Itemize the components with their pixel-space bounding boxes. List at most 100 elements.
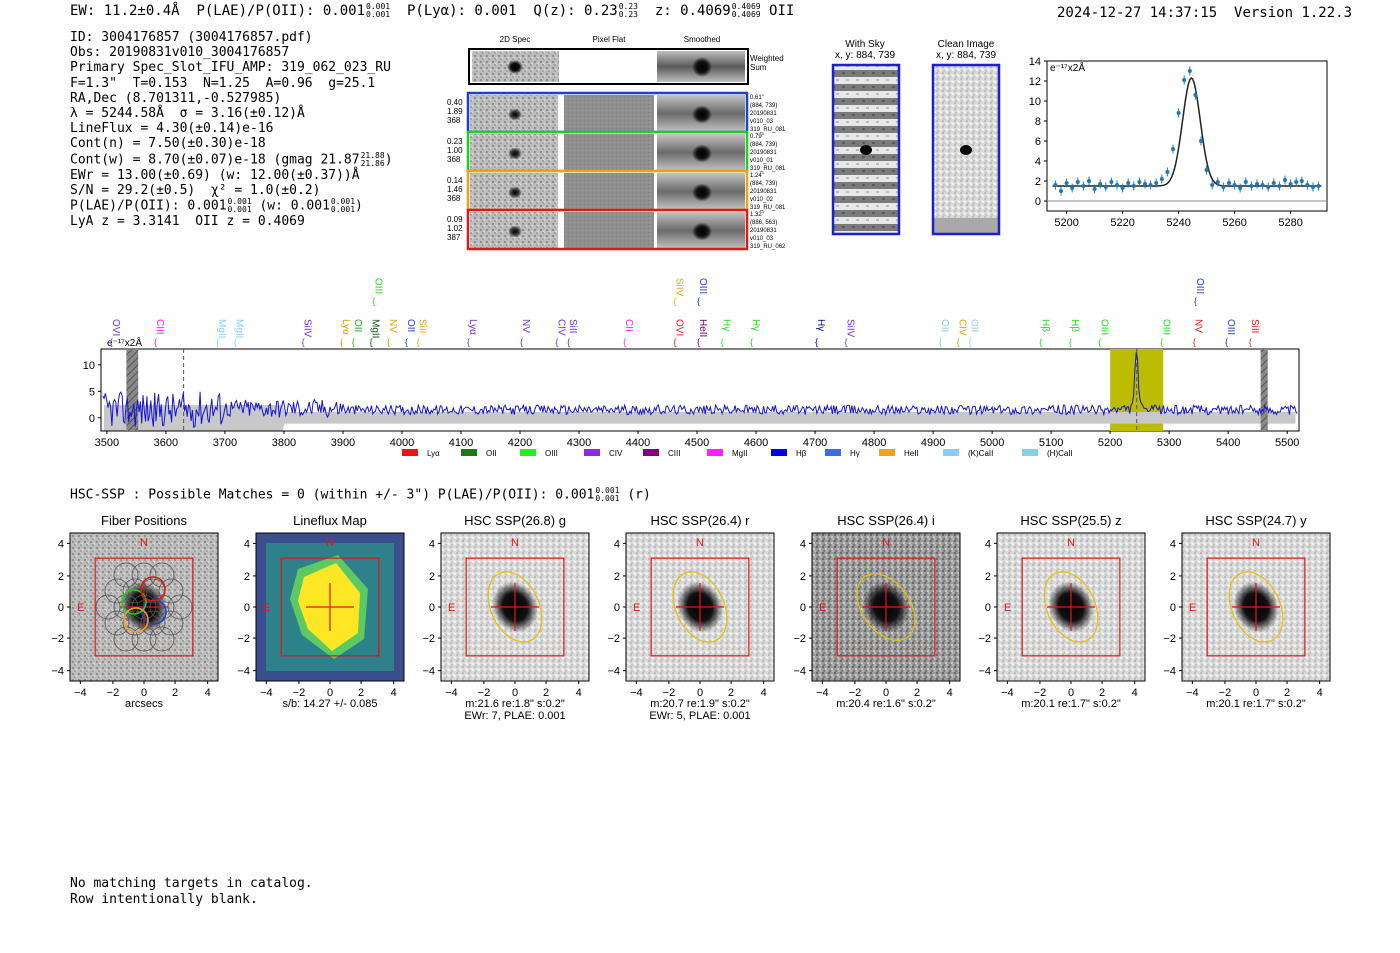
zoom-line-chart: 5200 5220 5240 5260 5280 0 2 4 6 8 10 12 14 e⁻¹⁷x2Å xyxy=(1029,56,1328,229)
emission-line-label: Hγ xyxy=(750,319,761,331)
plae-w-text: (w: 0.001 xyxy=(259,198,330,214)
emission-line-label: Lyα xyxy=(340,319,351,335)
legend-swatch xyxy=(402,449,418,456)
cutout-row-info: (884, 739) xyxy=(750,103,777,109)
zoom-ylabel: e⁻¹⁷x2Å xyxy=(1050,61,1085,74)
imaging-ytick: 0 xyxy=(58,602,64,614)
emission-line-label: OIII xyxy=(1098,319,1109,335)
zoom-data-point xyxy=(1255,182,1259,186)
spectrum-xtick: 4200 xyxy=(508,437,532,449)
zoom-ytick: 6 xyxy=(1035,136,1041,148)
zoom-data-point xyxy=(1204,168,1209,172)
imaging-ytick: 2 xyxy=(244,571,250,583)
imaging-panel: Fiber Positions N E 4 2 0 −2 −4 −4 −2 0 2 4 arcsecs xyxy=(51,513,219,710)
zoom-xtick: 5200 xyxy=(1054,217,1078,229)
cutout-row-info: (884, 739) xyxy=(750,181,777,187)
imaging-ytick: 0 xyxy=(244,602,250,614)
hsc-band: (r) xyxy=(627,487,651,503)
info-fit: F=1.3" T=0.153 N=1.25 A=0.96 g=25.1 xyxy=(70,75,376,91)
emission-line-label: CIII xyxy=(154,319,165,335)
imaging-caption-2: EWr: 7, PLAE: 0.001 xyxy=(464,710,565,722)
imaging-xtick: −4 xyxy=(816,687,829,699)
cutout-row-value: 368 xyxy=(447,155,461,164)
legend-label: CIII xyxy=(668,449,680,458)
plae-upper: 0.001 xyxy=(366,2,391,11)
zoom-data-point xyxy=(1266,185,1271,189)
imaging-ytick: −4 xyxy=(607,666,620,678)
imaging-xtick: 0 xyxy=(141,687,147,699)
emission-line-bracket: { xyxy=(1160,337,1163,347)
info-lambda: λ = 5244.58Å σ = 3.16(±0.12)Å xyxy=(70,106,305,122)
cutout-row-info: 319_RU_062 xyxy=(750,244,786,250)
legend-label: OII xyxy=(486,449,497,458)
imaging-caption: m:20.1 re:1.7" s:0.2" xyxy=(1021,698,1121,710)
emission-line-label: OII xyxy=(939,319,950,332)
imaging-panel-title: HSC SSP(26.4) i xyxy=(837,513,935,528)
imaging-ytick: 4 xyxy=(429,538,435,550)
emission-line-bracket: { xyxy=(1225,337,1228,347)
imaging-ytick: 4 xyxy=(58,538,64,550)
emission-line-label: Hγ xyxy=(721,319,732,331)
hsc-plae-upper: 0.001 xyxy=(595,486,620,495)
info-ewr: EWr = 13.00(±0.69) (w: 12.00(±0.37))Å xyxy=(70,167,360,183)
spectrum-ytick: 5 xyxy=(89,386,95,398)
imaging-ytick: −2 xyxy=(607,633,620,645)
emission-line-bracket: { xyxy=(697,337,700,347)
emission-line-label: OII xyxy=(968,319,979,332)
cutout-row-value: 368 xyxy=(447,194,461,203)
emission-line-bracket: { xyxy=(369,337,372,347)
emission-line-bracket: { xyxy=(110,337,113,347)
zoom-data-point xyxy=(1227,181,1231,185)
emission-line-bracket: { xyxy=(1193,337,1196,347)
zoom-data-point xyxy=(1299,179,1304,183)
legend-label: Lyα xyxy=(427,449,440,458)
cutout-row-info: 0.79" xyxy=(750,134,764,140)
legend-label: Hβ xyxy=(796,449,807,458)
emission-line-bracket: { xyxy=(1069,337,1072,347)
emission-line-label: SiIV xyxy=(302,319,313,338)
legend-label: HeII xyxy=(904,449,919,458)
emission-line-bracket: { xyxy=(1249,337,1252,347)
emission-line-label: SiIV xyxy=(673,278,684,297)
emission-line-label: CII xyxy=(623,319,634,332)
fit-ellipse xyxy=(1043,571,1099,643)
info-plae-upper: 0.001 xyxy=(227,197,252,207)
fit-ellipse xyxy=(1228,571,1284,643)
imaging-ytick: 2 xyxy=(800,571,806,583)
zoom-data-point xyxy=(1277,184,1282,188)
imaging-xtick: 2 xyxy=(1099,687,1105,699)
cutout-row-info: (886, 563) xyxy=(750,220,777,226)
imaging-panel: HSC SSP(25.5) z N E 4 2 0 −2 −4 −4 −2 0 2 4 m:20.1 re… xyxy=(978,513,1146,710)
with-sky-coords: x, y: 884, 739 xyxy=(835,50,895,61)
emission-line-bracket: { xyxy=(1039,337,1042,347)
imaging-ytick: 2 xyxy=(985,571,991,583)
plae-value: P(LAE)/P(OII): 0.001 xyxy=(196,3,366,19)
emission-line-bracket: { xyxy=(1098,337,1101,347)
aperture-box xyxy=(94,557,194,657)
emission-line-label: Hβ xyxy=(1039,319,1050,332)
info-primary: Primary Spec_Slot_IFU_AMP: 319_062_023_R… xyxy=(70,60,391,76)
imaging-xtick: 4 xyxy=(1317,687,1323,699)
timestamp-version: 2024-12-27 14:37:15 Version 1.22.3 xyxy=(1057,5,1352,21)
imaging-xtick: −4 xyxy=(630,687,643,699)
emission-line-bracket: { xyxy=(417,337,420,347)
fiber-circle xyxy=(167,594,193,620)
imaging-ytick: 0 xyxy=(429,602,435,614)
zoom-data-point xyxy=(1294,180,1299,184)
fit-ellipse xyxy=(856,573,916,641)
zoom-data-point xyxy=(1053,183,1058,187)
zoom-data-point xyxy=(1260,183,1265,187)
emission-line-bracket: { xyxy=(567,337,570,347)
east-marker: E xyxy=(1004,602,1011,614)
info-contw: Cont(w) = 8.70(±0.07)e-18 (gmag 21.87 21.… xyxy=(70,151,393,168)
emission-line-label: OIII xyxy=(1194,278,1205,294)
cutout-row-value: 1.89 xyxy=(447,107,463,116)
clean-title: Clean Image xyxy=(938,39,995,50)
emission-line-label: MgII xyxy=(234,319,245,338)
zoom-data-point xyxy=(1249,184,1254,188)
plae-lower: 0.001 xyxy=(366,10,391,19)
zoom-data-point xyxy=(1098,182,1103,186)
imaging-ytick: 0 xyxy=(1170,602,1176,614)
